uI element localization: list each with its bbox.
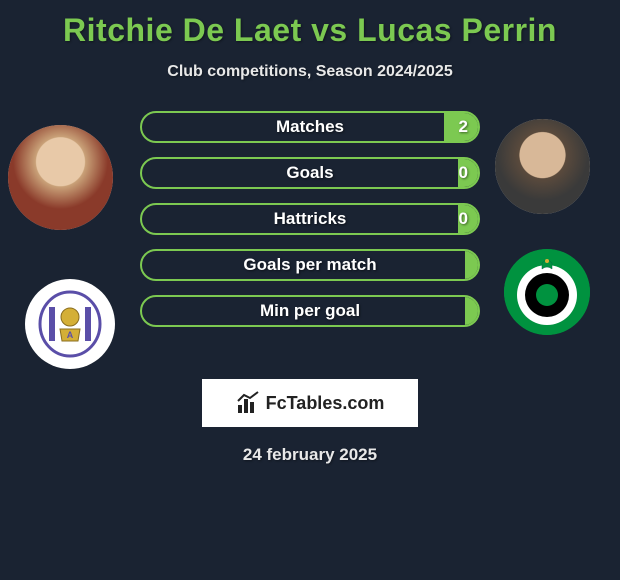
stat-label: Hattricks bbox=[142, 205, 478, 233]
stat-right-value: 2 bbox=[459, 113, 468, 141]
stat-right-value: 0 bbox=[459, 205, 468, 233]
anderlecht-crest-icon: A bbox=[35, 289, 105, 359]
stats-bars: Matches 2 Goals 0 Hattricks 0 Goals per … bbox=[140, 111, 480, 341]
stat-label: Goals bbox=[142, 159, 478, 187]
stat-label: Goals per match bbox=[142, 251, 478, 279]
brand-text: FcTables.com bbox=[266, 393, 385, 414]
face-placeholder-icon bbox=[8, 125, 113, 230]
stat-label: Min per goal bbox=[142, 297, 478, 325]
stat-row-matches: Matches 2 bbox=[140, 111, 480, 143]
comparison-area: A Matches 2 Goals 0 Hattricks bbox=[0, 111, 620, 371]
svg-text:A: A bbox=[67, 330, 74, 340]
face-placeholder-icon bbox=[495, 119, 590, 214]
stat-row-goals-per-match: Goals per match bbox=[140, 249, 480, 281]
brand-badge: FcTables.com bbox=[202, 379, 418, 427]
stat-row-min-per-goal: Min per goal bbox=[140, 295, 480, 327]
cercle-brugge-crest-icon bbox=[504, 249, 590, 335]
chart-icon bbox=[236, 391, 260, 415]
date-text: 24 february 2025 bbox=[0, 445, 620, 465]
club-left-logo: A bbox=[25, 279, 115, 369]
subtitle: Club competitions, Season 2024/2025 bbox=[0, 63, 620, 81]
stat-row-hattricks: Hattricks 0 bbox=[140, 203, 480, 235]
player-right-avatar bbox=[495, 119, 590, 214]
page-title: Ritchie De Laet vs Lucas Perrin bbox=[0, 0, 620, 49]
stat-right-value: 0 bbox=[459, 159, 468, 187]
player-left-avatar bbox=[8, 125, 113, 230]
stat-label: Matches bbox=[142, 113, 478, 141]
stat-row-goals: Goals 0 bbox=[140, 157, 480, 189]
club-right-logo bbox=[504, 249, 590, 335]
